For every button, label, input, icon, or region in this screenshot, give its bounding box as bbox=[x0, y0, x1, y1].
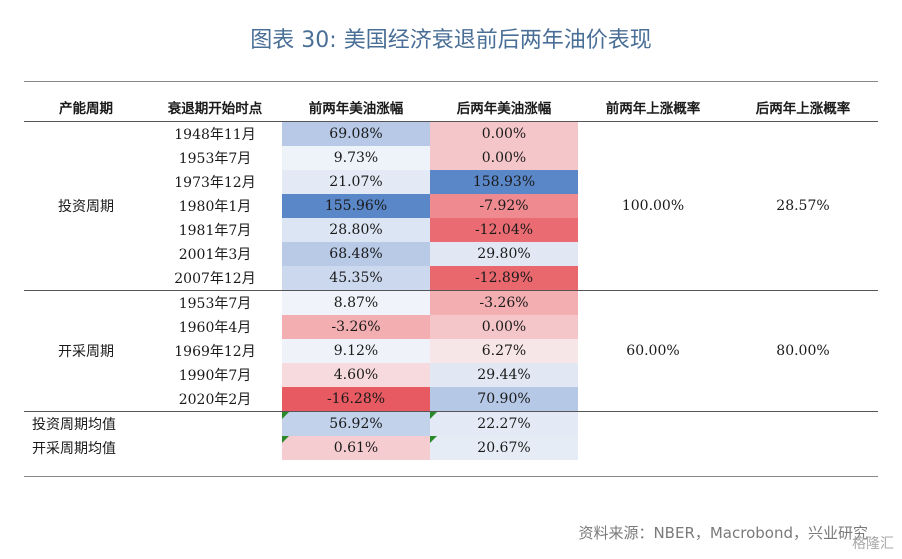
after-probability: 80.00% bbox=[776, 343, 830, 359]
start-date: 1981年7月 bbox=[178, 223, 252, 239]
empty-cell bbox=[728, 412, 878, 437]
before-change: 69.08% bbox=[282, 121, 430, 146]
after-change: 158.93% bbox=[430, 170, 578, 194]
table-row: 1953年7月 9.73% 0.00% bbox=[24, 146, 878, 170]
before-probability: 60.00% bbox=[626, 343, 680, 359]
empty-cell bbox=[578, 436, 728, 460]
average-row: 开采周期均值 0.61% 20.67% bbox=[24, 436, 878, 460]
start-date: 1960年4月 bbox=[178, 320, 252, 336]
after-change: 0.00% bbox=[430, 315, 578, 339]
after-change: 29.44% bbox=[430, 363, 578, 387]
table-row: 1990年7月 4.60% 29.44% bbox=[24, 363, 878, 387]
before-change: 4.60% bbox=[282, 363, 430, 387]
table-row: 1960年4月 -3.26% 0.00% bbox=[24, 315, 878, 339]
average-before: 56.92% bbox=[282, 411, 430, 436]
start-date: 2020年2月 bbox=[178, 392, 252, 408]
table-row: 1973年12月 21.07% 158.93% bbox=[24, 170, 878, 194]
after-change: 0.00% bbox=[430, 146, 578, 170]
before-probability: 100.00% bbox=[621, 198, 685, 214]
start-date: 2001年3月 bbox=[178, 247, 252, 263]
start-date: 1953年7月 bbox=[178, 296, 252, 312]
after-change: -12.04% bbox=[430, 218, 578, 242]
start-date: 2007年12月 bbox=[174, 271, 256, 287]
start-date: 1948年11月 bbox=[174, 127, 256, 143]
table-row: 开采周期 1953年7月 8.87% -3.26% 60.00% 80.00% bbox=[24, 290, 878, 360]
average-label: 投资周期均值 bbox=[32, 417, 116, 433]
table-row: 1969年12月 9.12% 6.27% bbox=[24, 339, 878, 363]
header-start: 衰退期开始时点 bbox=[167, 100, 263, 117]
average-before: 0.61% bbox=[282, 436, 430, 460]
average-label: 开采周期均值 bbox=[32, 441, 116, 457]
start-date: 1973年12月 bbox=[174, 175, 256, 191]
after-change: 29.80% bbox=[430, 242, 578, 266]
before-change: 8.87% bbox=[282, 290, 430, 315]
header-cycle: 产能周期 bbox=[59, 100, 113, 117]
average-after: 22.27% bbox=[430, 411, 578, 436]
after-change: -3.26% bbox=[430, 290, 578, 315]
table-row: 2007年12月 45.35% -12.89% bbox=[24, 266, 878, 291]
after-change: 70.90% bbox=[430, 387, 578, 412]
before-change: -16.28% bbox=[282, 387, 430, 412]
bottom-rule bbox=[24, 476, 878, 477]
start-date: 1969年12月 bbox=[174, 344, 256, 360]
after-probability: 28.57% bbox=[776, 198, 830, 214]
after-change: -12.89% bbox=[430, 266, 578, 291]
start-date: 1990年7月 bbox=[178, 368, 252, 384]
before-change: 155.96% bbox=[282, 194, 430, 218]
top-rule bbox=[24, 81, 878, 82]
cycle-name: 投资周期 bbox=[58, 199, 114, 215]
after-change: 6.27% bbox=[430, 339, 578, 363]
after-change: 0.00% bbox=[430, 121, 578, 146]
table-row: 2001年3月 68.48% 29.80% bbox=[24, 242, 878, 266]
watermark: 格隆汇 bbox=[852, 536, 894, 552]
header-row: 产能周期 衰退期开始时点 前两年美油涨幅 后两年美油涨幅 前两年上涨概率 后两年… bbox=[24, 92, 878, 122]
table-row: 2020年2月 -16.28% 70.90% bbox=[24, 387, 878, 412]
start-date: 1953年7月 bbox=[178, 151, 252, 167]
header-after-change: 后两年美油涨幅 bbox=[456, 100, 552, 117]
source-note: 资料来源：NBER，Macrobond，兴业研究 bbox=[578, 524, 868, 542]
before-change: 9.73% bbox=[282, 146, 430, 170]
start-date: 1980年1月 bbox=[178, 199, 252, 215]
empty-cell bbox=[578, 412, 728, 437]
oil-price-table: 产能周期 衰退期开始时点 前两年美油涨幅 后两年美油涨幅 前两年上涨概率 后两年… bbox=[24, 92, 878, 460]
table-row: 1980年1月 155.96% -7.92% bbox=[24, 194, 878, 218]
table-body: 投资周期 1948年11月 69.08% 0.00% 100.00% 28.57% 1953… bbox=[24, 121, 878, 460]
before-change: 9.12% bbox=[282, 339, 430, 363]
average-row: 投资周期均值 56.92% 22.27% bbox=[24, 411, 878, 437]
table-row: 投资周期 1948年11月 69.08% 0.00% 100.00% 28.57% bbox=[24, 121, 878, 215]
header-before-prob: 前两年上涨概率 bbox=[605, 100, 701, 117]
before-change: 21.07% bbox=[282, 170, 430, 194]
empty-cell bbox=[728, 436, 878, 460]
after-change: -7.92% bbox=[430, 194, 578, 218]
cycle-name: 开采周期 bbox=[58, 344, 114, 360]
average-after: 20.67% bbox=[430, 436, 578, 460]
before-change: 45.35% bbox=[282, 266, 430, 291]
before-change: 28.80% bbox=[282, 218, 430, 242]
table-row: 1981年7月 28.80% -12.04% bbox=[24, 218, 878, 242]
page-title: 图表 30: 美国经济衰退前后两年油价表现 bbox=[250, 28, 652, 53]
header-after-prob: 后两年上涨概率 bbox=[755, 100, 851, 117]
before-change: 68.48% bbox=[282, 242, 430, 266]
before-change: -3.26% bbox=[282, 315, 430, 339]
header-before-change: 前两年美油涨幅 bbox=[308, 100, 404, 117]
